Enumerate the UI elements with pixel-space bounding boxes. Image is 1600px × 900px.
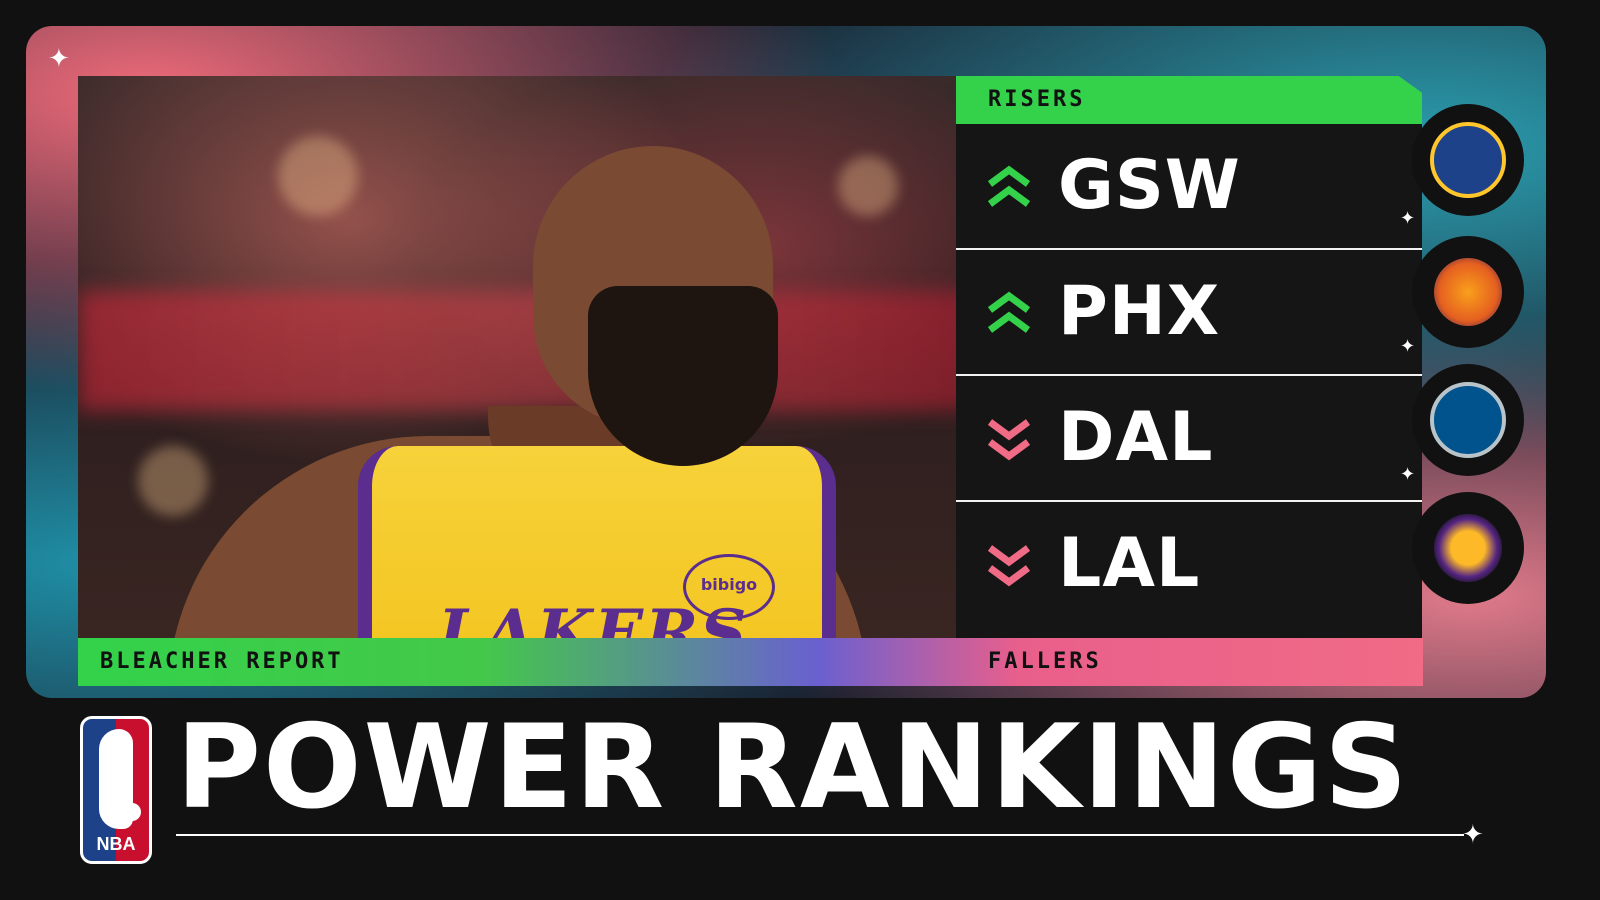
player-beard [588, 286, 778, 466]
risers-header: RISERS [956, 76, 1422, 124]
double-down-arrow-icon [987, 419, 1031, 461]
bokeh-light [138, 446, 208, 516]
team-row-lal: LAL [956, 502, 1422, 638]
team-abbr: DAL [1058, 398, 1214, 477]
team-abbr: PHX [1058, 272, 1221, 351]
hero-card: LAKERS bibigo BLEACHER REPORT FALLERS RI… [26, 26, 1546, 698]
risers-label: RISERS [988, 87, 1086, 112]
team-abbr: GSW [1058, 146, 1241, 225]
double-down-arrow-icon [987, 545, 1031, 587]
team-abbr: LAL [1058, 524, 1201, 603]
nba-logo-icon: NBA [80, 716, 152, 864]
jersey-sponsor-patch: bibigo [683, 554, 775, 620]
arena-lights [78, 291, 978, 411]
title-underline [176, 834, 1464, 836]
fallers-label: FALLERS [988, 649, 1102, 674]
dal-logo-icon [1412, 364, 1524, 476]
sparkle-icon: ✦ [1462, 820, 1484, 850]
double-up-arrow-icon [987, 165, 1031, 207]
bottom-label-bar: BLEACHER REPORT FALLERS [78, 638, 1423, 686]
sparkle-icon: ✦ [1400, 208, 1416, 229]
sparkle-icon: ✦ [1400, 464, 1416, 485]
team-row-phx: PHX [956, 250, 1422, 376]
nba-logo-text: NBA [96, 834, 136, 854]
brand-label: BLEACHER REPORT [100, 649, 344, 674]
player-jersey [358, 446, 836, 651]
player-photo: LAKERS bibigo [78, 76, 978, 651]
phx-logo-icon [1412, 236, 1524, 348]
double-up-arrow-icon [987, 291, 1031, 333]
sparkle-icon: ✦ [48, 44, 70, 74]
bokeh-light [838, 156, 898, 216]
gsw-logo-icon [1412, 104, 1524, 216]
page-title: POWER RANKINGS [176, 700, 1410, 835]
bokeh-light [278, 136, 358, 216]
sparkle-icon: ✦ [1400, 336, 1416, 357]
team-row-gsw: GSW [956, 124, 1422, 250]
lal-logo-icon [1412, 492, 1524, 604]
team-row-dal: DAL [956, 376, 1422, 502]
